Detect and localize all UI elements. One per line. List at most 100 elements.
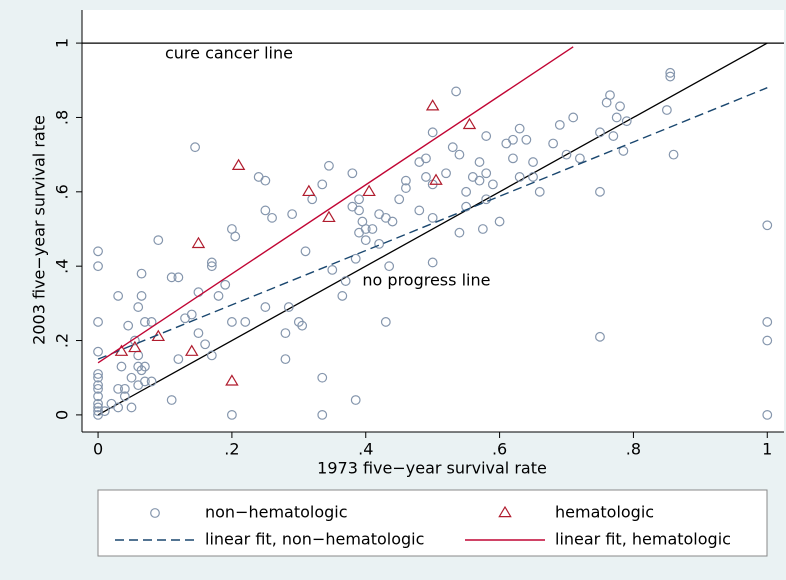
circle-point [360, 224, 371, 234]
circle-point [474, 157, 485, 167]
circle-point [287, 209, 298, 220]
circle-point [317, 179, 328, 190]
y-tick-label: 0 [53, 410, 72, 420]
circle-point [481, 131, 492, 141]
triangle-point [302, 184, 316, 197]
triangle-point [322, 210, 336, 223]
circle-point [427, 127, 438, 138]
y-tick-label: .2 [53, 333, 72, 348]
circle-point [762, 220, 773, 231]
x-axis-label: 1973 five−year survival rate [317, 459, 547, 478]
circle-point [347, 168, 358, 179]
circle-point [190, 142, 200, 153]
circle-point [280, 354, 291, 365]
triangle-point [231, 158, 246, 170]
circle-point [260, 302, 271, 312]
circle-point [665, 67, 676, 78]
circle-point [186, 309, 197, 320]
circle-point [394, 194, 405, 205]
circle-point [427, 212, 438, 223]
circle-point [387, 216, 398, 227]
fit-line [97, 46, 574, 364]
circle-point [93, 246, 103, 257]
circle-point [166, 272, 177, 283]
circle-point [166, 395, 177, 405]
circle-point [140, 376, 150, 387]
triangle-point [362, 184, 376, 197]
triangle-point [462, 117, 477, 130]
circle-point [595, 331, 605, 342]
circle-point [528, 172, 538, 182]
circle-point [260, 175, 271, 186]
annotation: cure cancer line [165, 44, 293, 63]
y-tick-label: .6 [53, 184, 72, 199]
circle-point [380, 317, 391, 327]
circle-point [762, 409, 773, 420]
circle-point [173, 272, 184, 283]
circle-point [260, 205, 271, 216]
circle-point [146, 376, 157, 387]
triangle-point [429, 173, 443, 185]
legend-label: linear fit, hematologic [555, 530, 731, 549]
circle-point [93, 398, 103, 409]
circle-point [568, 112, 579, 123]
circle-point [350, 395, 361, 405]
circle-point [400, 183, 411, 193]
circle-point [421, 153, 431, 164]
circle-point [206, 257, 217, 268]
circle-point [354, 205, 364, 216]
circle-point [762, 317, 773, 327]
circle-point [113, 291, 124, 301]
circle-point [621, 116, 632, 127]
circle-point [119, 383, 130, 394]
circle-point [240, 317, 251, 327]
circle-point [146, 317, 157, 327]
circle-point [481, 168, 492, 179]
circle-point [99, 406, 110, 417]
circle-point [508, 153, 518, 164]
circle-point [461, 201, 472, 212]
circle-point [354, 194, 364, 205]
circle-point [554, 119, 565, 130]
fit-line [97, 87, 768, 360]
circle-point [337, 291, 348, 301]
x-tick-label: 0 [93, 440, 103, 459]
circle-point [173, 354, 184, 365]
circle-point [93, 369, 103, 379]
circle-point [367, 224, 378, 234]
circle-point [605, 90, 615, 101]
circle-point [454, 227, 465, 238]
circle-point [206, 350, 217, 361]
circle-point [665, 71, 676, 82]
circle-point [280, 328, 291, 338]
circle-point [297, 320, 308, 331]
circle-point [227, 409, 237, 420]
circle-point [200, 339, 211, 350]
circle-point [447, 142, 458, 153]
triangle-point [225, 374, 239, 386]
circle-point [113, 383, 124, 394]
circle-point [126, 402, 137, 413]
circle-point [611, 112, 622, 123]
circle-point [227, 317, 237, 327]
circle-point [136, 291, 147, 301]
circle-point [574, 153, 585, 164]
circle-point [300, 246, 311, 257]
y-tick-label: .8 [53, 110, 72, 125]
circle-point [477, 224, 488, 234]
circle-point [427, 257, 438, 268]
annotation: no progress line [362, 271, 490, 290]
circle-point [93, 406, 103, 417]
circle-point [514, 123, 525, 134]
circle-point [487, 179, 498, 190]
circle-point [454, 149, 465, 160]
circle-point [93, 317, 103, 327]
circle-point [608, 131, 619, 141]
x-tick-label: 1 [762, 440, 772, 459]
legend-box [97, 489, 768, 557]
circle-point [324, 160, 334, 171]
legend-label: non−hematologic [205, 503, 348, 522]
y-tick-label: 1 [53, 38, 72, 48]
circle-point [153, 235, 164, 246]
